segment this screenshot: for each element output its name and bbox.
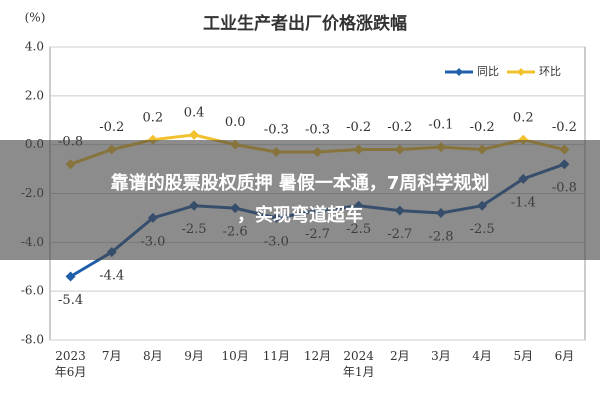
x-tick-label: 2024年1月: [342, 349, 375, 379]
legend-label: 环比: [539, 65, 561, 78]
value-label: -0.2: [387, 120, 412, 135]
value-label: 0.2: [513, 110, 534, 125]
value-label: -5.4: [58, 293, 83, 308]
value-label: 0.0: [225, 115, 246, 130]
value-label: -0.3: [305, 122, 330, 137]
x-tick-label: 2月: [389, 349, 410, 363]
value-label: -4.4: [99, 269, 124, 284]
x-tick-label: 10月: [221, 349, 249, 363]
x-tick-label: 8月: [143, 349, 163, 363]
value-label: -0.1: [428, 118, 453, 133]
legend-marker: [517, 68, 525, 76]
y-tick-label: 2.0: [25, 88, 44, 102]
x-tick-label: 4月: [472, 349, 492, 363]
point: [65, 271, 76, 282]
value-label: 0.4: [184, 105, 205, 120]
point: [189, 129, 200, 140]
x-tick-label: 7月: [101, 349, 122, 363]
legend-marker: [455, 68, 463, 76]
value-label: -0.2: [346, 120, 371, 135]
y-tick-label: -8.0: [21, 333, 44, 347]
y-tick-label: -6.0: [21, 284, 44, 298]
x-tick-label: 5月: [513, 349, 534, 363]
chart-title: 工业生产者出厂价格涨跌幅: [203, 13, 407, 34]
x-tick-label: 11月: [262, 349, 290, 363]
value-label: -0.2: [552, 120, 577, 135]
x-tick-label: 9月: [184, 349, 204, 363]
banner-line: ，实现弯道超车: [237, 205, 363, 226]
overlay-banner: 靠谱的股票股权质押 暑假一本通，7周科学规划 ，实现弯道超车: [0, 140, 600, 260]
banner-line: 靠谱的股票股权质押 暑假一本通，7周科学规划: [110, 173, 490, 194]
y-tick-label: 4.0: [25, 40, 44, 54]
x-tick-label: 6月: [554, 349, 575, 363]
y-axis-label: (%): [25, 11, 46, 25]
x-tick-label: 3月: [431, 349, 451, 363]
value-label: -0.3: [264, 122, 289, 137]
value-label: -0.2: [99, 120, 124, 135]
legend-label: 同比: [477, 65, 499, 78]
value-label: 0.2: [143, 110, 164, 125]
value-label: -0.2: [470, 120, 495, 135]
x-tick-label: 12月: [303, 349, 332, 363]
x-tick-label: 2023年6月: [54, 349, 87, 379]
